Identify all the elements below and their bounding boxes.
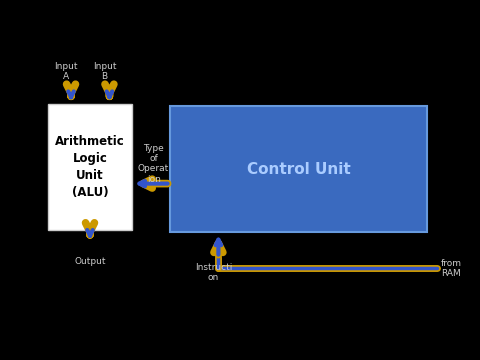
Text: Arithmetic
Logic
Unit
(ALU): Arithmetic Logic Unit (ALU) — [55, 135, 125, 199]
Text: Instructi
on: Instructi on — [195, 263, 232, 282]
Text: from
RAM: from RAM — [441, 258, 462, 278]
Text: Output: Output — [74, 257, 106, 266]
FancyBboxPatch shape — [48, 104, 132, 230]
Text: Input
B: Input B — [93, 62, 116, 81]
Text: Type
of
Operat
ion: Type of Operat ion — [138, 144, 169, 184]
Text: Input
A: Input A — [54, 62, 77, 81]
Text: Control Unit: Control Unit — [247, 162, 350, 177]
FancyBboxPatch shape — [170, 106, 427, 232]
